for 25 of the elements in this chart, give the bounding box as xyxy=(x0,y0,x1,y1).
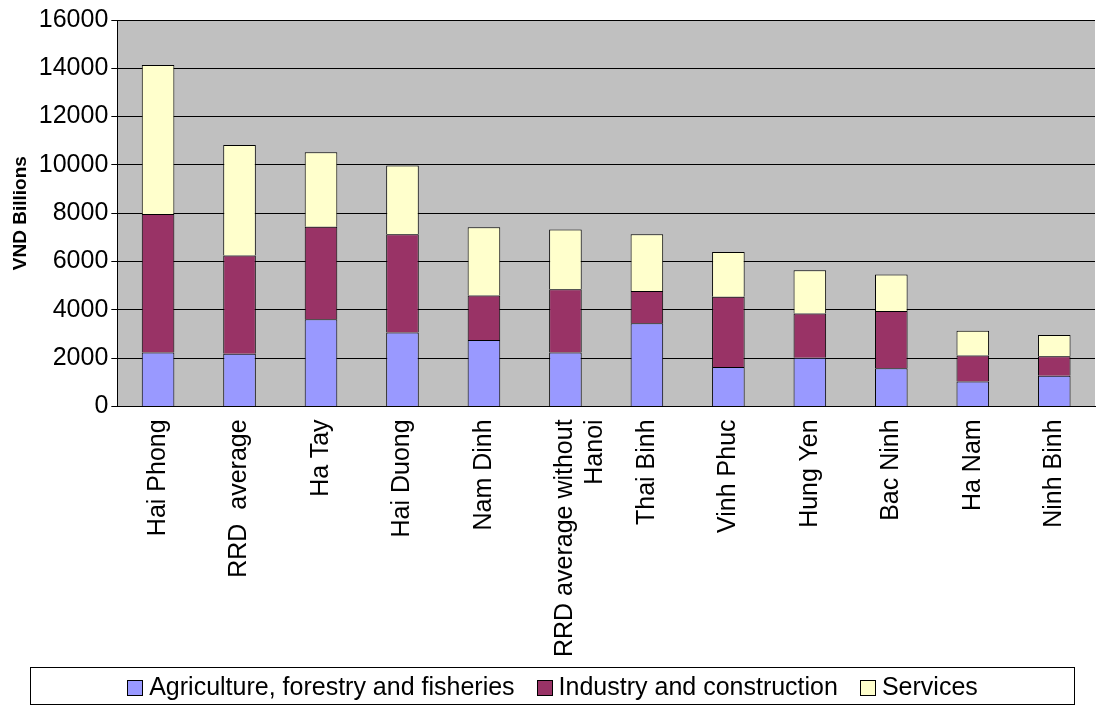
x-tick-label: Hai Duong xyxy=(386,419,415,538)
y-tick-label: 12000 xyxy=(38,100,109,129)
y-tick-label: 8000 xyxy=(52,197,109,226)
x-tick-label: Bac Ninh xyxy=(875,419,904,521)
x-tick-label: Thai Binh xyxy=(630,419,659,526)
y-tick-label: 4000 xyxy=(52,293,109,322)
legend-label: Agriculture, forestry and fisheries xyxy=(148,671,515,701)
y-tick-label: 14000 xyxy=(38,52,109,81)
y-tick-label: 6000 xyxy=(52,245,109,274)
x-tick-label: Hung Yen xyxy=(793,419,822,528)
legend-label: Industry and construction xyxy=(557,671,838,701)
y-axis-title: VND Billions xyxy=(8,156,30,271)
y-tick-label: 16000 xyxy=(38,3,109,32)
x-tick-label: Hai Phong xyxy=(141,419,170,537)
y-tick-label: 10000 xyxy=(38,148,109,177)
x-tick-label: Ha Nam xyxy=(956,419,985,512)
x-tick-label: Vinh Phuc xyxy=(712,419,741,533)
x-tick-label: RRD average without Hanoi xyxy=(549,419,608,658)
x-tick-label: Nam Dinh xyxy=(467,419,496,531)
y-tick-label: 2000 xyxy=(52,341,109,370)
legend-label: Services xyxy=(880,671,978,701)
x-tick-label: RRD average xyxy=(223,419,252,578)
x-tick-label: Ninh Binh xyxy=(1038,419,1067,528)
x-tick-label: Ha Tay xyxy=(304,418,333,497)
y-tick-label: 0 xyxy=(94,390,109,419)
